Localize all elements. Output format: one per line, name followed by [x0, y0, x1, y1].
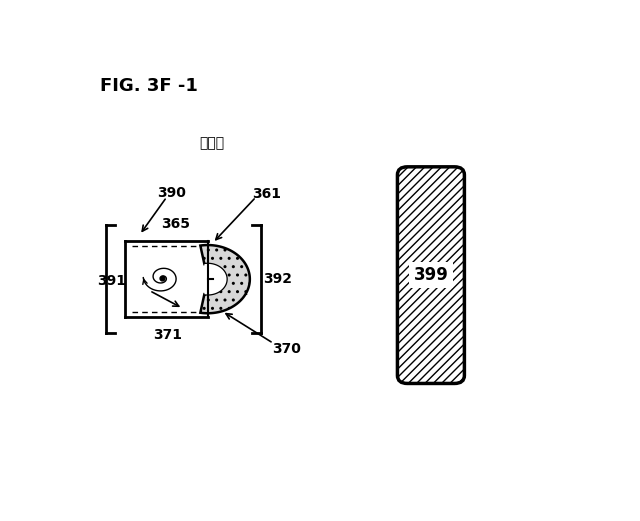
- Text: B: B: [234, 258, 243, 271]
- Text: 390: 390: [157, 186, 186, 200]
- Text: 391: 391: [97, 274, 126, 288]
- Text: A: A: [239, 286, 247, 299]
- Text: 392: 392: [263, 272, 292, 286]
- Text: 370: 370: [273, 342, 301, 356]
- FancyBboxPatch shape: [397, 167, 465, 383]
- Text: 371: 371: [154, 328, 182, 342]
- Text: 399: 399: [413, 266, 449, 284]
- Polygon shape: [204, 264, 227, 294]
- Polygon shape: [200, 245, 250, 313]
- Text: 365: 365: [161, 217, 190, 231]
- Text: 361: 361: [253, 187, 282, 201]
- Text: 側面図: 側面図: [199, 136, 224, 150]
- Text: FIG. 3F -1: FIG. 3F -1: [100, 77, 198, 94]
